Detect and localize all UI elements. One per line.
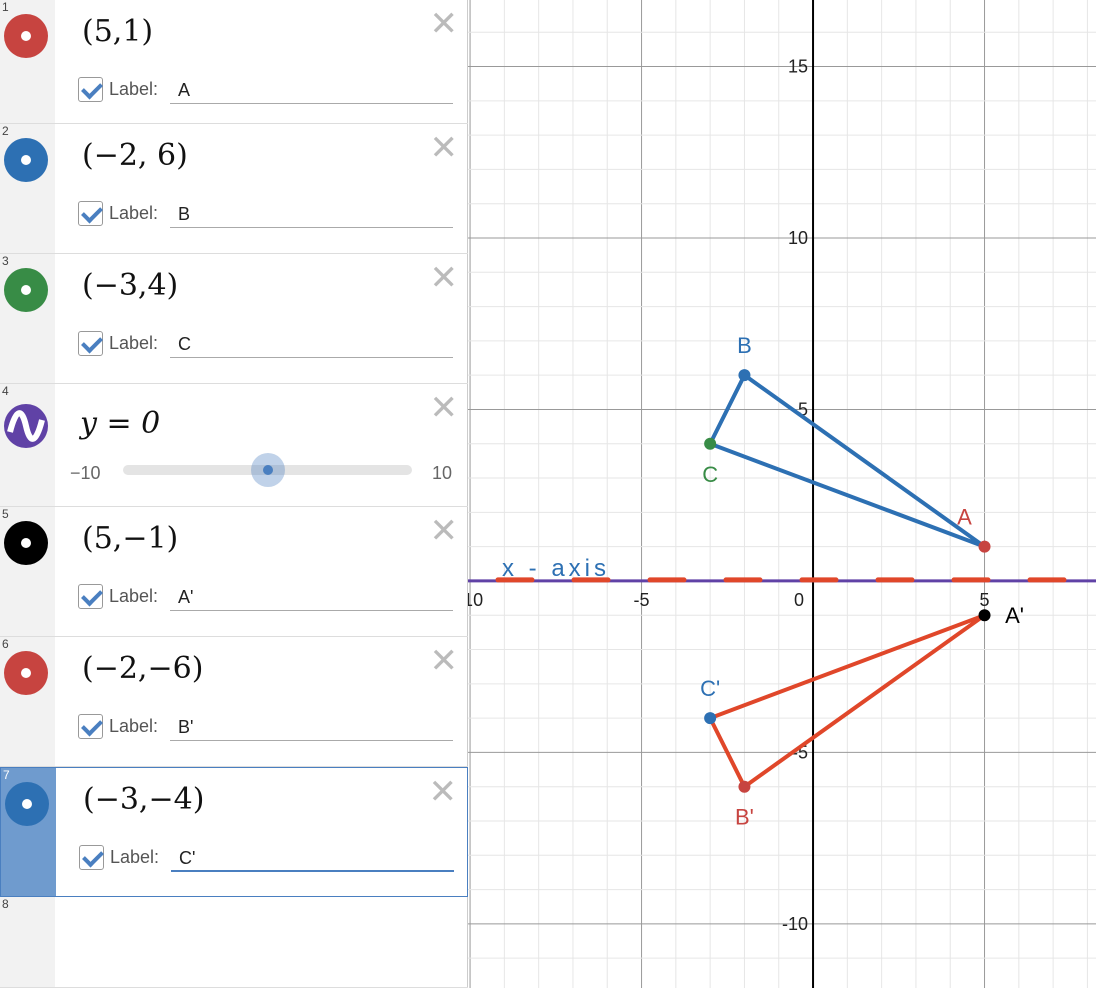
- triangle: [708, 613, 987, 789]
- x-tick-label: -10: [468, 590, 483, 610]
- row-index: 4: [0, 384, 55, 506]
- expression-row[interactable]: 1 (5,1) ✕ Label: A: [0, 0, 468, 124]
- row-number: 7: [3, 768, 10, 782]
- point-dot-icon[interactable]: [4, 138, 48, 182]
- close-x-icon[interactable]: ✕: [429, 258, 459, 298]
- expression-math[interactable]: (5,1): [82, 14, 154, 49]
- close-x-icon[interactable]: ✕: [429, 128, 459, 168]
- point-label: A: [957, 505, 972, 530]
- row-index: 8: [0, 897, 55, 987]
- label-caption: Label:: [110, 847, 160, 867]
- slider-min[interactable]: −10: [70, 463, 101, 483]
- row-number: 8: [2, 897, 9, 911]
- label-input[interactable]: C: [170, 330, 453, 358]
- label-checkbox[interactable]: [78, 201, 103, 226]
- x-tick-label: 5: [980, 590, 990, 610]
- label-checkbox[interactable]: [78, 331, 103, 356]
- point-dot-icon[interactable]: [5, 782, 49, 826]
- row-number: 6: [2, 637, 9, 651]
- label-input[interactable]: C': [171, 844, 454, 872]
- row-index: 3: [0, 254, 55, 383]
- point-dot-icon[interactable]: [4, 521, 48, 565]
- expression-math[interactable]: (−2,−6): [82, 651, 204, 686]
- x-tick-label: 0: [794, 590, 804, 610]
- label-caption: Label:: [109, 333, 159, 353]
- expression-row[interactable]: 4 y = 0 ✕ −10 10: [0, 384, 468, 507]
- label-checkbox[interactable]: [78, 584, 103, 609]
- expression-math[interactable]: (−3,4): [82, 268, 179, 303]
- label-caption: Label:: [109, 716, 159, 736]
- point: [704, 712, 717, 725]
- expression-row[interactable]: 6 (−2,−6) ✕ Label: B': [0, 637, 468, 767]
- label-caption: Label:: [109, 79, 159, 99]
- expression-list: 1 (5,1) ✕ Label: A 2 (−2, 6) ✕ Label: B 3 (−3…: [0, 0, 468, 988]
- label-checkbox[interactable]: [78, 77, 103, 102]
- expression-row[interactable]: 5 (5,−1) ✕ Label: A': [0, 507, 468, 637]
- point-dot-icon[interactable]: [4, 14, 48, 58]
- close-x-icon[interactable]: ✕: [429, 4, 459, 44]
- point: [704, 437, 717, 450]
- point-label: C: [702, 462, 718, 487]
- label-checkbox[interactable]: [79, 845, 104, 870]
- point-dot-icon[interactable]: [4, 268, 48, 312]
- point-label: B': [735, 805, 754, 830]
- point: [738, 369, 751, 382]
- close-x-icon[interactable]: ✕: [429, 388, 459, 428]
- point: [738, 780, 751, 793]
- point-label: B: [737, 333, 752, 358]
- expression-math[interactable]: (−2, 6): [82, 138, 188, 173]
- point-label: A': [1005, 603, 1024, 628]
- triangle: [708, 373, 987, 549]
- expression-math[interactable]: (5,−1): [82, 521, 179, 556]
- row-index: 7: [1, 768, 56, 896]
- row-number: 5: [2, 507, 9, 521]
- expression-row[interactable]: 8: [0, 897, 468, 988]
- row-index: 6: [0, 637, 55, 766]
- label-caption: Label:: [109, 203, 159, 223]
- y-tick-label: -10: [782, 914, 808, 934]
- label-checkbox[interactable]: [78, 714, 103, 739]
- label-input[interactable]: B': [170, 713, 453, 741]
- close-x-icon[interactable]: ✕: [428, 772, 458, 812]
- row-number: 3: [2, 254, 9, 268]
- point: [978, 540, 991, 553]
- label-input[interactable]: B: [170, 200, 453, 228]
- close-x-icon[interactable]: ✕: [429, 511, 459, 551]
- expression-math[interactable]: (−3,−4): [83, 782, 205, 817]
- expression-math[interactable]: y = 0: [80, 406, 161, 441]
- wave-icon[interactable]: [4, 404, 48, 448]
- row-number: 1: [2, 0, 9, 14]
- expression-row[interactable]: 7 (−3,−4) ✕ Label: C': [0, 767, 468, 897]
- row-index: 1: [0, 0, 55, 123]
- row-number: 2: [2, 124, 9, 138]
- expression-row[interactable]: 3 (−3,4) ✕ Label: C: [0, 254, 468, 384]
- close-x-icon[interactable]: ✕: [429, 641, 459, 681]
- row-number: 4: [2, 384, 9, 398]
- row-index: 5: [0, 507, 55, 636]
- handwritten-annotation: x - axis: [502, 555, 610, 582]
- point-dot-icon[interactable]: [4, 651, 48, 695]
- expression-row[interactable]: 2 (−2, 6) ✕ Label: B: [0, 124, 468, 254]
- slider-handle[interactable]: [250, 453, 285, 487]
- label-input[interactable]: A: [170, 76, 453, 104]
- slider-max[interactable]: 10: [432, 463, 453, 483]
- row-index: 2: [0, 124, 55, 253]
- point: [978, 609, 991, 622]
- label-input[interactable]: A': [170, 583, 453, 611]
- point-label: C': [700, 676, 720, 701]
- y-tick-label: 15: [788, 57, 808, 77]
- label-caption: Label:: [109, 586, 159, 606]
- x-tick-label: -5: [634, 590, 650, 610]
- y-tick-label: 5: [798, 399, 808, 419]
- y-tick-label: 10: [788, 228, 808, 248]
